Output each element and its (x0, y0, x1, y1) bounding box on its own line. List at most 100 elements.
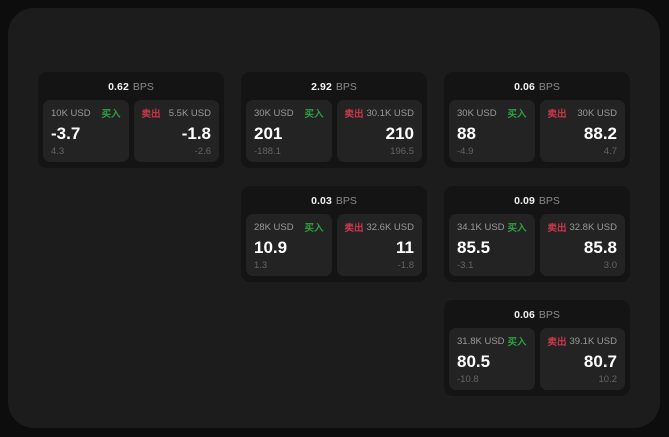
quote-column: 2.92 BPS 30K USD 买入 201 -188.1 卖出 30.1K USD 210 1… (241, 72, 427, 282)
sell-side[interactable]: 卖出 5.5K USD -1.8 -2.6 (133, 100, 219, 162)
side-header: 28K USD 买入 (254, 221, 324, 235)
side-header: 31.8K USD 买入 (457, 335, 527, 349)
buy-side[interactable]: 31.8K USD 买入 80.5 -10.8 (449, 328, 535, 390)
buy-side[interactable]: 30K USD 买入 201 -188.1 (246, 100, 332, 162)
price-value: 201 (254, 123, 283, 143)
quote-column: 0.06 BPS 30K USD 买入 88 -4.9 卖出 30K USD 88.2 4.7 0.… (444, 72, 630, 396)
delta-value: 3.0 (603, 259, 617, 271)
buy-side[interactable]: 28K USD 买入 10.9 1.3 (246, 214, 332, 276)
delta-value: -4.9 (457, 145, 474, 157)
card-body: 30K USD 买入 201 -188.1 卖出 30.1K USD 210 196.5 (246, 100, 422, 162)
price-value: -3.7 (51, 123, 81, 143)
bps-unit-label: BPS (335, 194, 357, 207)
bps-unit-label: BPS (335, 80, 357, 93)
delta-value: -2.6 (194, 145, 211, 157)
quote-card[interactable]: 0.03 BPS 28K USD 买入 10.9 1.3 卖出 32.6K USD 11 -1.8 (241, 186, 427, 282)
side-header: 30K USD 买入 (254, 107, 324, 121)
sell-action-label[interactable]: 卖出 (141, 109, 161, 120)
quote-card[interactable]: 0.62 BPS 10K USD 买入 -3.7 4.3 卖出 5.5K USD -1.8 -2.… (38, 72, 224, 168)
delta-value: 4.7 (603, 145, 617, 157)
bps-value: 0.09 (514, 194, 535, 207)
bps-value: 0.06 (514, 308, 535, 321)
card-body: 34.1K USD 买入 85.5 -3.1 卖出 32.8K USD 85.8 3.0 (449, 214, 625, 276)
quantity-label: 28K USD (254, 221, 294, 233)
side-header: 卖出 32.6K USD (344, 221, 415, 235)
bps-value: 0.06 (514, 80, 535, 93)
side-header: 卖出 30.1K USD (344, 107, 415, 121)
sell-action-label[interactable]: 卖出 (547, 109, 567, 120)
bps-value: 0.62 (108, 80, 129, 93)
price-value: 11 (396, 237, 414, 257)
delta-value: -3.1 (457, 259, 474, 271)
delta-value: -188.1 (254, 145, 281, 157)
quote-card[interactable]: 0.06 BPS 31.8K USD 买入 80.5 -10.8 卖出 39.1K USD 80… (444, 300, 630, 396)
side-header: 卖出 32.8K USD (547, 221, 618, 235)
buy-side[interactable]: 30K USD 买入 88 -4.9 (449, 100, 535, 162)
buy-action-label[interactable]: 买入 (507, 337, 527, 348)
card-body: 28K USD 买入 10.9 1.3 卖出 32.6K USD 11 -1.8 (246, 214, 422, 276)
buy-action-label[interactable]: 买入 (304, 223, 324, 234)
quote-column: 0.62 BPS 10K USD 买入 -3.7 4.3 卖出 5.5K USD -1.8 -2.… (38, 72, 224, 168)
delta-value: 10.2 (598, 373, 618, 385)
card-body: 30K USD 买入 88 -4.9 卖出 30K USD 88.2 4.7 (449, 100, 625, 162)
sell-side[interactable]: 卖出 32.8K USD 85.8 3.0 (539, 214, 625, 276)
price-value: 210 (385, 123, 414, 143)
quantity-label: 34.1K USD (457, 221, 505, 233)
buy-side[interactable]: 10K USD 买入 -3.7 4.3 (43, 100, 129, 162)
price-value: 80.7 (583, 351, 617, 371)
bps-header: 0.06 BPS (449, 306, 625, 323)
quote-card[interactable]: 0.06 BPS 30K USD 买入 88 -4.9 卖出 30K USD 88.2 4.7 (444, 72, 630, 168)
sell-side[interactable]: 卖出 39.1K USD 80.7 10.2 (539, 328, 625, 390)
buy-action-label[interactable]: 买入 (304, 109, 324, 120)
side-header: 30K USD 买入 (457, 107, 527, 121)
bps-header: 0.09 BPS (449, 192, 625, 209)
sell-action-label[interactable]: 卖出 (547, 223, 567, 234)
quantity-label: 30.1K USD (366, 107, 414, 119)
sell-side[interactable]: 卖出 30K USD 88.2 4.7 (539, 100, 625, 162)
card-body: 31.8K USD 买入 80.5 -10.8 卖出 39.1K USD 80.7 10.2 (449, 328, 625, 390)
price-value: 88.2 (583, 123, 617, 143)
bps-header: 0.06 BPS (449, 78, 625, 95)
bps-value: 0.03 (311, 194, 332, 207)
sell-action-label[interactable]: 卖出 (344, 109, 364, 120)
quantity-label: 31.8K USD (457, 335, 505, 347)
buy-action-label[interactable]: 买入 (507, 109, 527, 120)
bps-unit-label: BPS (538, 80, 560, 93)
bps-value: 2.92 (311, 80, 332, 93)
buy-action-label[interactable]: 买入 (507, 223, 527, 234)
sell-side[interactable]: 卖出 30.1K USD 210 196.5 (336, 100, 422, 162)
sell-action-label[interactable]: 卖出 (547, 337, 567, 348)
quantity-label: 5.5K USD (168, 107, 211, 119)
sell-action-label[interactable]: 卖出 (344, 223, 364, 234)
bps-header: 2.92 BPS (246, 78, 422, 95)
bps-unit-label: BPS (538, 194, 560, 207)
delta-value: -10.8 (457, 373, 479, 385)
quantity-label: 32.6K USD (366, 221, 414, 233)
quote-card[interactable]: 0.09 BPS 34.1K USD 买入 85.5 -3.1 卖出 32.8K USD 85.… (444, 186, 630, 282)
quantity-label: 30K USD (577, 107, 617, 119)
side-header: 卖出 30K USD (547, 107, 618, 121)
bps-unit-label: BPS (132, 80, 154, 93)
price-value: 10.9 (254, 237, 288, 257)
price-value: 85.5 (457, 237, 491, 257)
price-value: 80.5 (457, 351, 491, 371)
price-value: 85.8 (583, 237, 617, 257)
buy-side[interactable]: 34.1K USD 买入 85.5 -3.1 (449, 214, 535, 276)
quantity-label: 30K USD (457, 107, 497, 119)
side-header: 卖出 5.5K USD (141, 107, 212, 121)
buy-action-label[interactable]: 买入 (101, 109, 121, 120)
quote-card[interactable]: 2.92 BPS 30K USD 买入 201 -188.1 卖出 30.1K USD 210 1… (241, 72, 427, 168)
side-header: 34.1K USD 买入 (457, 221, 527, 235)
bps-header: 0.03 BPS (246, 192, 422, 209)
quantity-label: 10K USD (51, 107, 91, 119)
bps-header: 0.62 BPS (43, 78, 219, 95)
quantity-label: 30K USD (254, 107, 294, 119)
delta-value: -1.8 (397, 259, 414, 271)
app-panel: 0.62 BPS 10K USD 买入 -3.7 4.3 卖出 5.5K USD -1.8 -2.… (8, 8, 660, 428)
price-value: 88 (457, 123, 476, 143)
delta-value: 1.3 (254, 259, 268, 271)
sell-side[interactable]: 卖出 32.6K USD 11 -1.8 (336, 214, 422, 276)
card-body: 10K USD 买入 -3.7 4.3 卖出 5.5K USD -1.8 -2.6 (43, 100, 219, 162)
quote-board: 0.62 BPS 10K USD 买入 -3.7 4.3 卖出 5.5K USD -1.8 -2.… (38, 72, 638, 402)
price-value: -1.8 (181, 123, 211, 143)
